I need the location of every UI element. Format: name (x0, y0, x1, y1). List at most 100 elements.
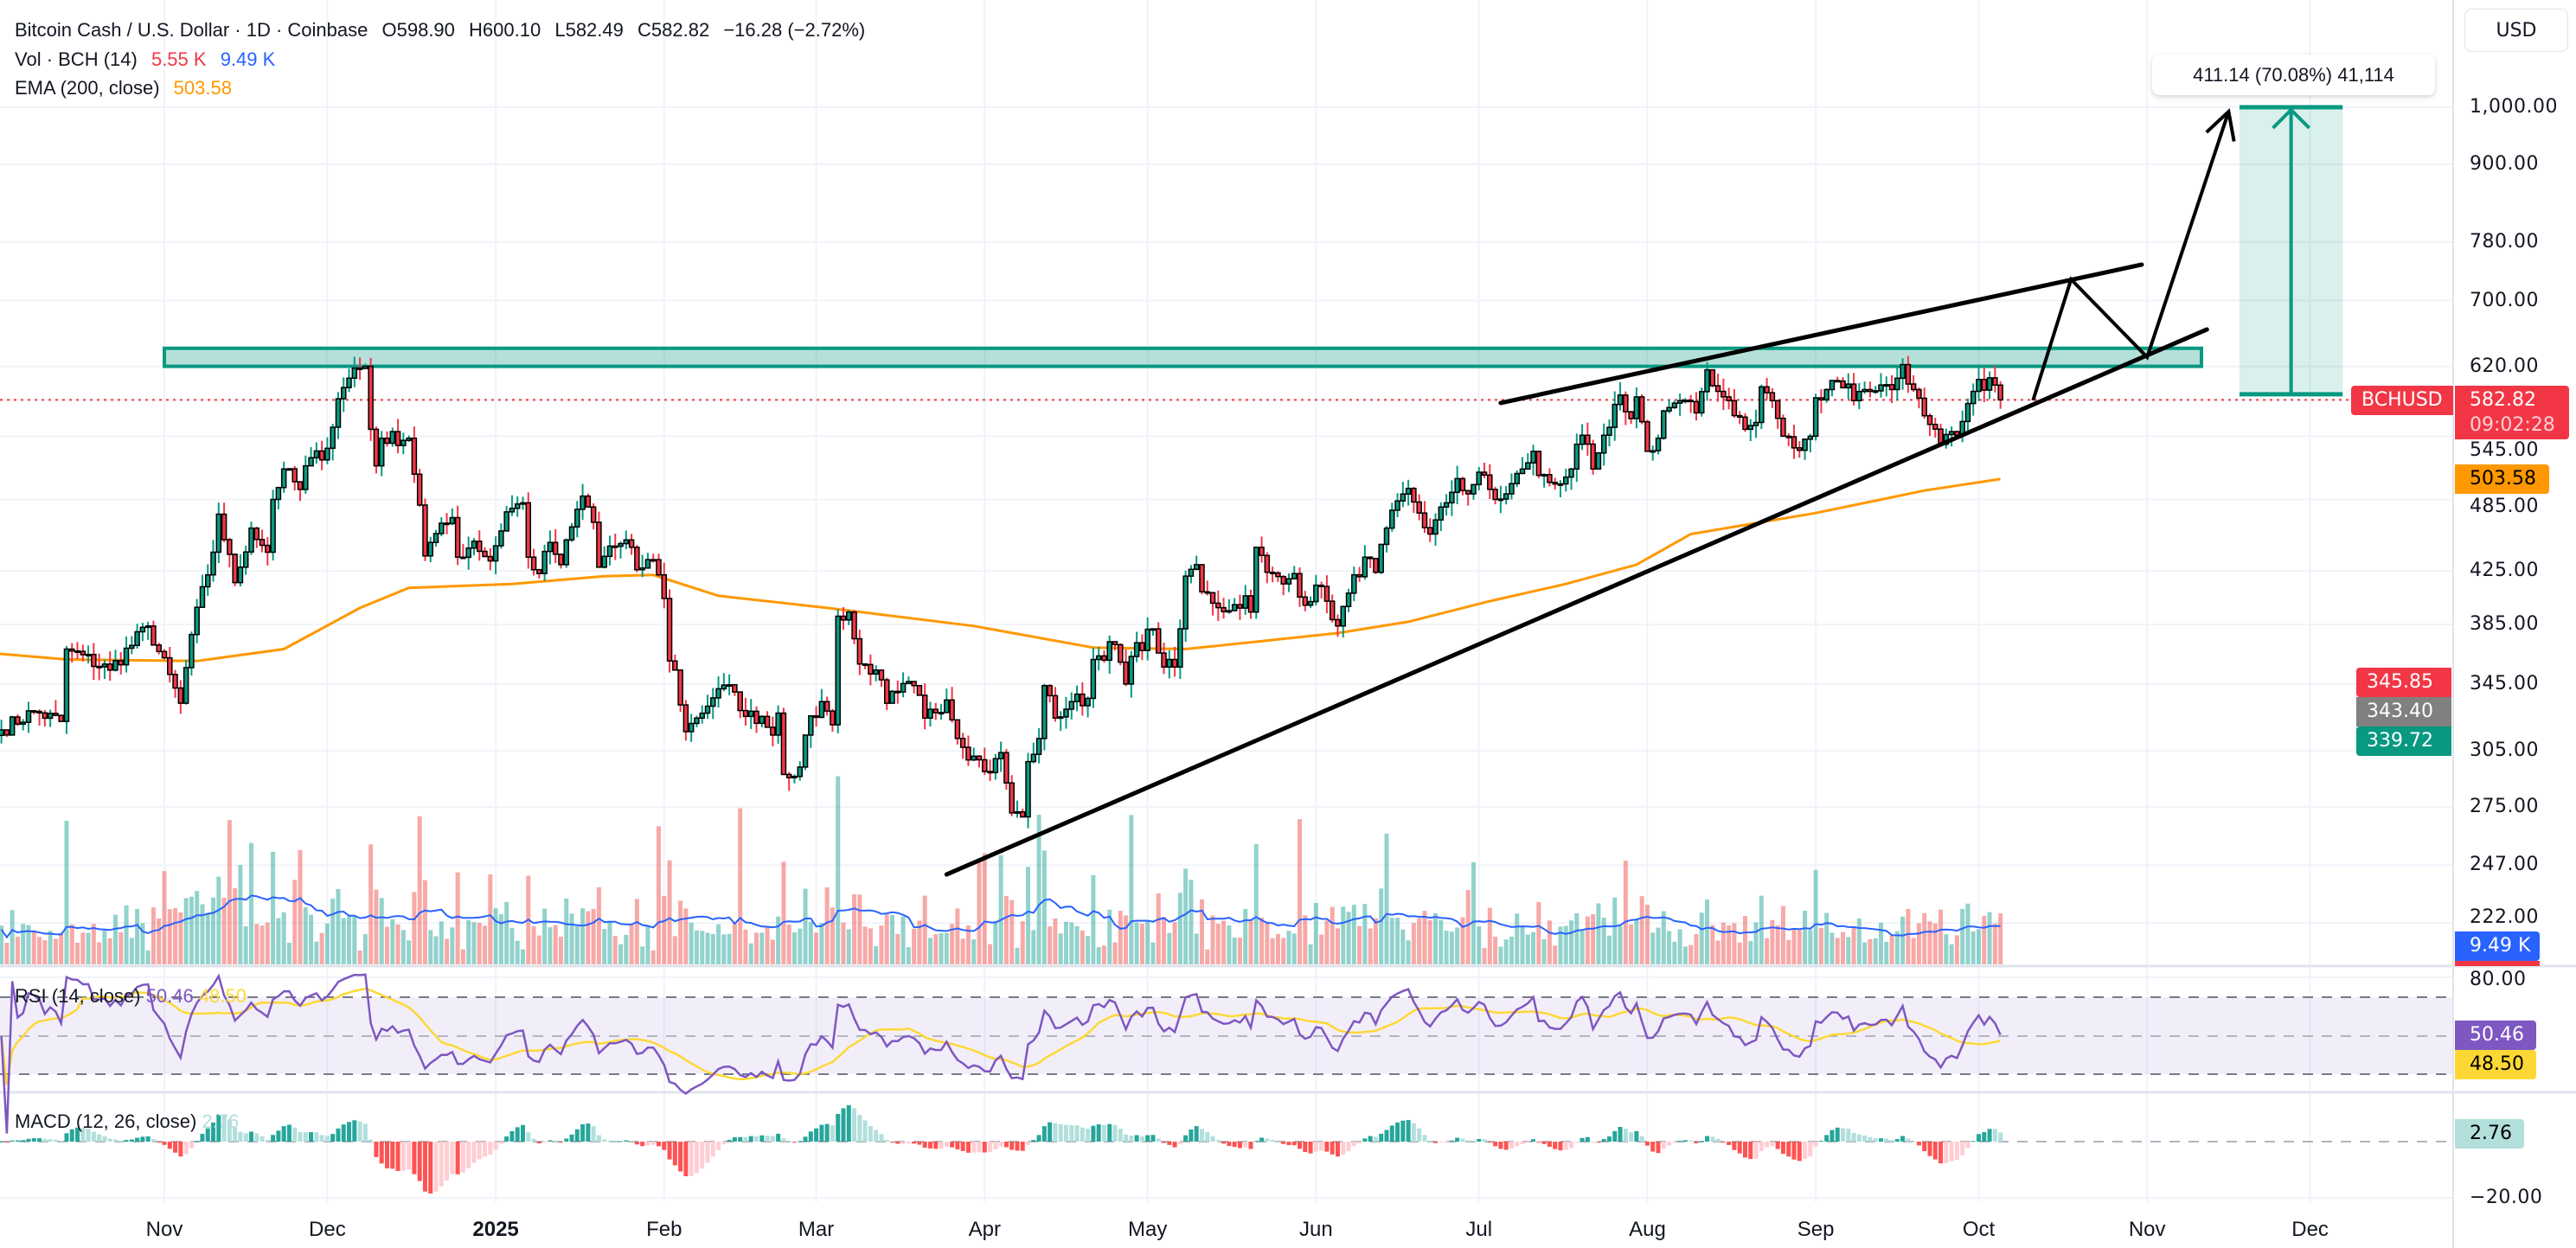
price-axis-label: 345.00 (2470, 672, 2539, 694)
macd-bar (1873, 1138, 1878, 1142)
macd-bar (1281, 1142, 1286, 1144)
volume-bar (341, 918, 346, 964)
volume-bar (689, 922, 694, 964)
lower-trendline[interactable] (944, 327, 2209, 877)
macd-bar (776, 1133, 781, 1142)
volume-bar (1411, 923, 1416, 964)
volume-bar (531, 925, 536, 964)
candle (1095, 655, 1102, 661)
candle (666, 598, 673, 662)
candle (253, 527, 260, 541)
macd-bar (1851, 1132, 1856, 1142)
volume-bar (1791, 928, 1797, 964)
volume-bar (906, 947, 911, 964)
candle (242, 551, 249, 568)
volume-bar (298, 849, 303, 964)
macd-legend[interactable]: MACD (12, 26, close) 2.76 (15, 1110, 239, 1133)
projection-path[interactable] (2031, 111, 2231, 401)
volume-bar (1015, 947, 1020, 964)
macd-bar (400, 1142, 406, 1171)
macd-bar (1009, 1142, 1015, 1150)
macd-bar (1932, 1142, 1938, 1160)
macd-bar (700, 1142, 705, 1169)
volume-bar (1183, 868, 1189, 964)
currency-button[interactable]: USD (2464, 9, 2568, 52)
symbol-title[interactable]: Bitcoin Cash / U.S. Dollar · 1D · Coinba… (15, 19, 368, 41)
price-axis-label: 485.00 (2470, 496, 2539, 517)
volume-bar (384, 926, 389, 964)
volume-bar (662, 895, 667, 964)
candle (1910, 383, 1917, 391)
macd-bar (993, 1142, 998, 1149)
volume-bar (1368, 928, 1373, 964)
volume-bar (1644, 905, 1650, 964)
candle (1541, 474, 1548, 477)
volume-bar (683, 908, 689, 964)
volume-bar (1591, 914, 1596, 964)
volume-bar (1547, 920, 1552, 964)
candle (1171, 658, 1178, 669)
symbol-legend[interactable]: Bitcoin Cash / U.S. Dollar · 1D · Coinba… (15, 19, 874, 42)
candle (900, 682, 907, 693)
macd-bar (1048, 1122, 1053, 1142)
macd-bar (1389, 1125, 1394, 1142)
candle (378, 437, 385, 467)
candle (650, 559, 657, 562)
macd-bar (1618, 1126, 1623, 1142)
volume-bar (1884, 942, 1889, 964)
volume-bar (167, 909, 172, 964)
volume-bar (1118, 911, 1123, 964)
candle (987, 771, 993, 774)
rsi-legend[interactable]: RSI (14, close) 50.46 48.50 (15, 985, 247, 1008)
macd-bar (1813, 1142, 1818, 1147)
macd-bar (1623, 1128, 1628, 1142)
macd-bar (1900, 1136, 1906, 1142)
macd-bar (145, 1136, 151, 1142)
candle (144, 625, 151, 629)
macd-bar (683, 1142, 689, 1177)
candle (280, 468, 287, 489)
macd-bar (884, 1139, 889, 1142)
macd-bar (640, 1142, 645, 1147)
volume-legend[interactable]: Vol · BCH (14) 5.55 K 9.49 K (15, 48, 284, 71)
volume-bar (37, 937, 42, 964)
ema-legend[interactable]: EMA (200, close) 503.58 (15, 77, 240, 99)
resistance-zone[interactable] (163, 346, 2203, 368)
candle (1471, 483, 1477, 495)
macd-tag: 2.76 (2455, 1119, 2524, 1149)
candle (1351, 573, 1357, 594)
candles (0, 355, 2003, 829)
candle (862, 662, 868, 666)
macd-bar (1074, 1125, 1080, 1142)
macd-bar (1569, 1142, 1574, 1149)
macd-bar (1069, 1124, 1074, 1142)
volume-bar (233, 888, 238, 964)
macd-bar (1639, 1136, 1644, 1142)
volume-bar (1041, 850, 1047, 964)
macd-bar (1210, 1136, 1215, 1142)
volume-bar (808, 922, 813, 964)
macd-bar (1455, 1137, 1460, 1142)
candle (1535, 451, 1542, 477)
time-axis-label: Oct (1962, 1218, 1996, 1241)
candle (1888, 384, 1895, 391)
macd-bar (15, 1140, 20, 1142)
volume-bar (650, 950, 656, 964)
price-range-measure[interactable] (2239, 105, 2343, 397)
time-axis-label: Mar (798, 1218, 835, 1241)
volume-bar (1417, 918, 1422, 964)
macd-bar (1634, 1130, 1639, 1142)
macd-bar (471, 1142, 477, 1163)
candle (944, 699, 950, 714)
macd-bar (694, 1142, 699, 1174)
macd-bar (336, 1128, 341, 1142)
volume-bar (1694, 934, 1699, 964)
candle (1547, 474, 1553, 483)
upper-trendline[interactable] (1498, 262, 2144, 406)
candle (1047, 684, 1053, 697)
volume-bar (580, 908, 586, 964)
volume-bar (1667, 931, 1672, 964)
volume-bar (667, 860, 672, 964)
macd-bar (1449, 1140, 1454, 1142)
